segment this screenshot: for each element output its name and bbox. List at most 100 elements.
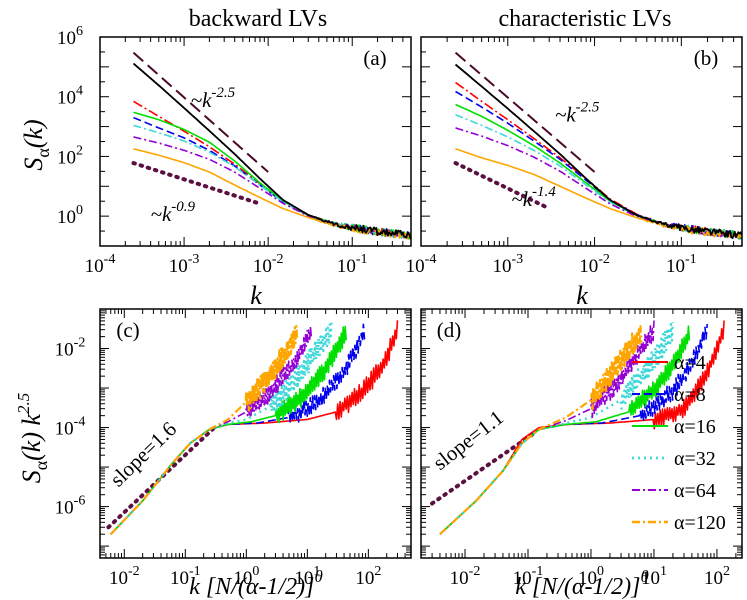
legend-label-32: α=32: [674, 448, 716, 470]
y-tick-label-a-1: 102: [57, 143, 83, 168]
tick-exp: 1: [660, 564, 667, 579]
series-a-alpha-4: [133, 100, 411, 241]
tick-base: 10: [666, 256, 685, 277]
tick-exp: 0: [597, 564, 604, 579]
tick-base: 10: [55, 498, 74, 519]
bottom-ylabel-sup: 2.5: [14, 393, 33, 414]
x-tick-label-a-3: 10-1: [337, 252, 368, 277]
series-b-alpha-32: [455, 113, 742, 239]
legend-label-16: α=16: [674, 416, 716, 438]
x-tick-label-d-1: 10-1: [513, 564, 544, 589]
series-b-black: [454, 63, 742, 239]
series-d-alpha-32: [439, 322, 675, 536]
tick-exp: -2: [128, 564, 140, 579]
tick-exp: -2: [272, 252, 284, 267]
xlabel-a: k: [250, 281, 262, 310]
y-tick-label-a-2: 104: [57, 84, 83, 109]
series-a-alpha-32: [133, 124, 411, 240]
bottom-ylabel-sub: α: [31, 460, 51, 470]
plot-area-c: [106, 318, 399, 536]
series-c-alpha-8: [110, 323, 366, 535]
plot-area-d: [430, 320, 725, 536]
tick-exp: -1: [685, 252, 697, 267]
tick-base: 10: [337, 256, 356, 277]
bottom-ylabel: Sα(k) k2.5: [14, 393, 51, 484]
xlabel-c: k [N/(α-1/2)]θ: [189, 567, 323, 600]
series-c-alpha-32: [109, 318, 333, 536]
panel-label-b: (b): [694, 46, 719, 70]
x-tick-label-a-0: 10-4: [85, 252, 116, 277]
series-b-alpha-120: [455, 148, 742, 239]
x-tick-label-d-4: 102: [704, 564, 730, 589]
panel-a: 10-4 10-3 10-2 10-1100102104106(a)~k-2.5~k-…: [57, 24, 412, 277]
x-tick-label-d-2: 100: [578, 564, 604, 589]
xlabel-c-main: k [N/(α-1/2)]: [189, 574, 314, 600]
panel-label-a: (a): [363, 46, 386, 70]
tick-exp: -3: [188, 252, 200, 267]
annotation-a-0: ~k-2.5: [191, 85, 236, 112]
tick-exp: -4: [104, 252, 116, 267]
annotation-base: ~k: [555, 102, 576, 126]
x-tick-label-d-3: 101: [641, 564, 667, 589]
ticks-b: [420, 36, 743, 247]
tick-exp: 2: [723, 564, 730, 579]
tick-base: 10: [704, 568, 723, 589]
tick-exp: 2: [76, 143, 83, 158]
guide-line-d-0: [430, 430, 538, 506]
title-characteristic: characteristic LVs: [498, 6, 671, 32]
tick-exp: -2: [598, 252, 610, 267]
xlabel-b: k: [576, 281, 588, 310]
x-tick-label-b-2: 10-2: [579, 252, 610, 277]
top-ylabel-sub: α: [33, 148, 53, 158]
tick-exp: -4: [425, 252, 437, 267]
annotation-b-0: ~k-2.5: [555, 99, 600, 126]
legend-label-64: α=64: [674, 480, 716, 502]
series-a-alpha-120: [133, 148, 411, 240]
annotation-base: ~k: [191, 88, 212, 112]
panel-label-d: (d): [437, 318, 462, 342]
x-tick-label-c-4: 102: [355, 564, 381, 589]
annotation-base: ~k: [511, 187, 532, 211]
y-tick-label-c-0: 10-6: [55, 494, 86, 519]
series-d-alpha-16: [439, 325, 691, 535]
legend: α=4 α=8 α=16 α=32 α=64 α=120: [632, 352, 726, 534]
series-c-alpha-16: [110, 325, 347, 535]
xlabel-c-sup: θ: [314, 567, 322, 586]
bottom-ylabel-mid: (k) k: [17, 414, 46, 461]
panel-label-c: (c): [116, 318, 139, 342]
panel-d: 10-2 10-1 100 101 102(d)slope=1.1α=4α=8α=16α…: [420, 308, 743, 589]
x-tick-label-b-0: 10-4: [406, 252, 437, 277]
tick-exp: 1: [313, 564, 320, 579]
bottom-ylabel-main: S: [17, 470, 46, 483]
tick-base: 10: [579, 256, 598, 277]
tick-exp: -3: [511, 252, 523, 267]
series-a-alpha-64: [133, 136, 411, 239]
x-tick-label-a-2: 10-2: [253, 252, 284, 277]
tick-base: 10: [57, 207, 76, 228]
tick-base: 10: [355, 568, 374, 589]
tick-base: 10: [57, 88, 76, 109]
tick-base: 10: [406, 256, 425, 277]
tick-exp: -2: [74, 336, 86, 351]
tick-exp: -6: [74, 494, 86, 509]
tick-exp: 4: [76, 84, 83, 99]
tick-base: 10: [513, 568, 532, 589]
series-b-alpha-64: [455, 127, 742, 240]
tick-base: 10: [169, 256, 188, 277]
ticks-d: [420, 308, 742, 559]
tick-base: 10: [57, 147, 76, 168]
guide-line-b-0: [454, 51, 596, 173]
annotation-exp: -2.5: [576, 99, 600, 115]
series-a-black: [132, 62, 411, 240]
tick-base: 10: [450, 568, 469, 589]
xlabel-d: k [N/(α-1/2)]θ: [515, 567, 649, 600]
ticks-c: [99, 308, 412, 559]
tick-base: 10: [253, 256, 272, 277]
annotation-b-1: ~k-1.4: [511, 184, 556, 211]
plot-area-b: [453, 51, 742, 240]
tick-exp: -1: [356, 252, 368, 267]
legend-label-120: α=120: [674, 512, 726, 534]
annotation-base: ~k: [151, 202, 172, 226]
x-tick-label-c-1: 10-1: [170, 564, 201, 589]
